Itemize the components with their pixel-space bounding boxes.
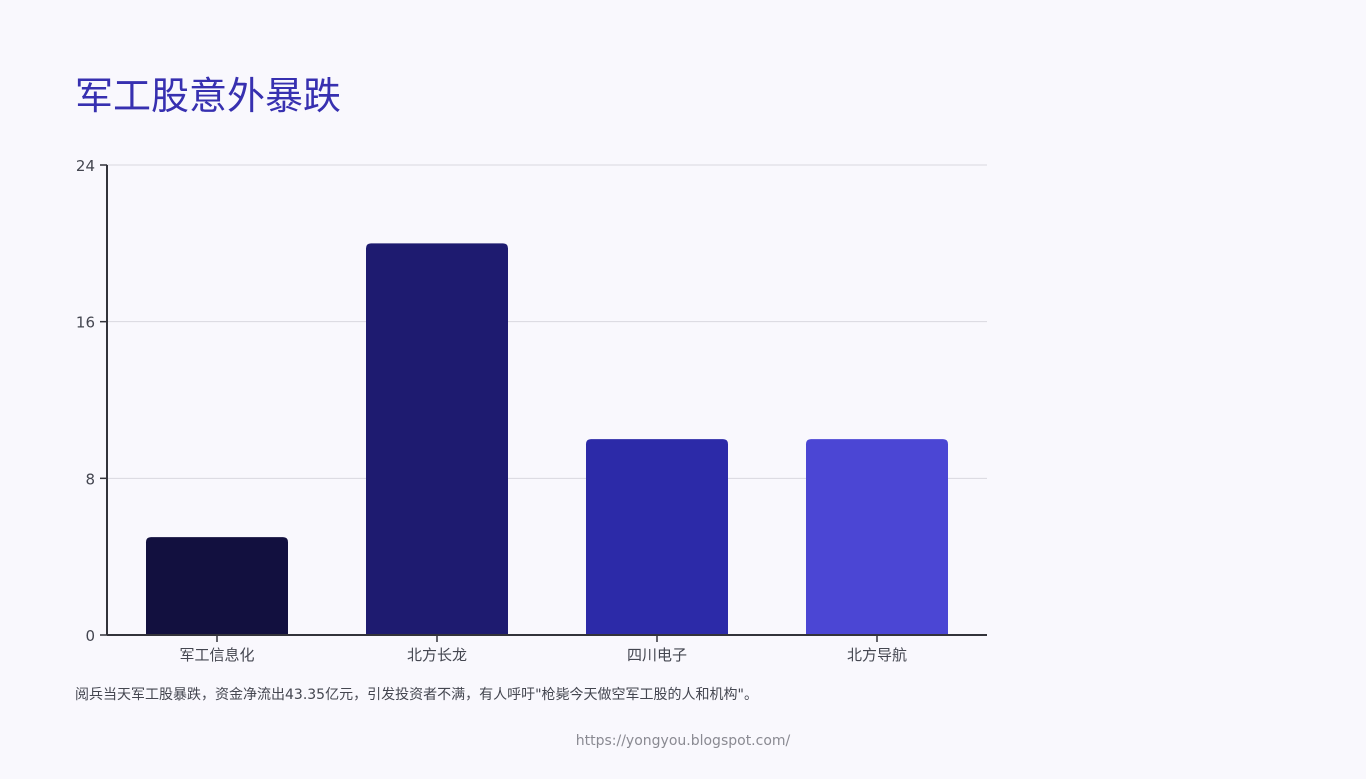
y-tick-label: 8 [85, 470, 95, 488]
y-tick-label: 24 [76, 157, 95, 175]
chart-caption: 阅兵当天军工股暴跌，资金净流出43.35亿元，引发投资者不满，有人呼吁"枪毙今天… [75, 687, 758, 703]
x-tick-label: 四川电子 [627, 646, 687, 664]
y-tick-label: 0 [85, 627, 95, 645]
bar [146, 537, 288, 635]
page-title: 军工股意外暴跌 [75, 74, 342, 118]
source-url[interactable]: https://yongyou.blogspot.com/ [575, 733, 791, 749]
y-tick-label: 16 [76, 314, 95, 332]
bar [806, 439, 948, 635]
x-tick-label: 北方长龙 [407, 646, 467, 664]
x-tick-label: 军工信息化 [179, 646, 254, 664]
bar [366, 243, 508, 636]
x-tick-label: 北方导航 [847, 646, 907, 664]
bar [586, 439, 728, 635]
